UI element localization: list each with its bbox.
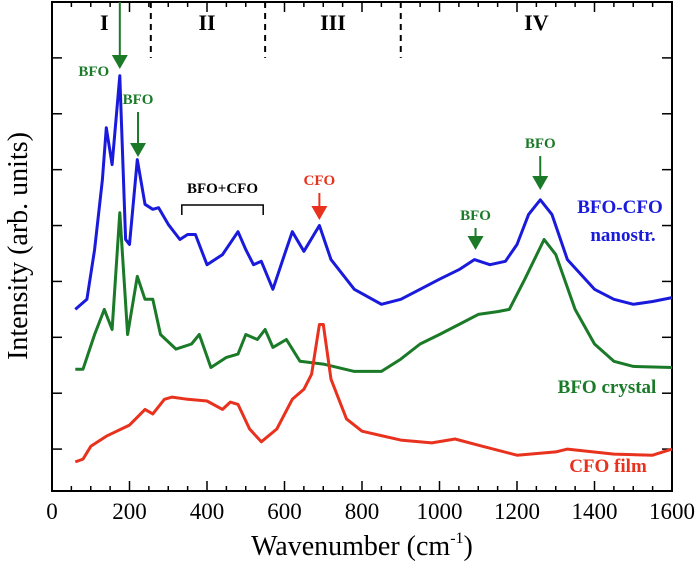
- arrowhead-icon: [130, 143, 147, 157]
- x-tick-label: 1600: [649, 499, 695, 524]
- x-tick-label: 0: [46, 499, 58, 524]
- arrowhead-icon: [532, 176, 549, 190]
- x-tick-label: 800: [345, 499, 380, 524]
- plot-frame: [51, 1, 673, 492]
- peak-label: BFO: [78, 64, 109, 80]
- region-label: I: [100, 10, 109, 35]
- x-tick-label: 400: [190, 499, 225, 524]
- peak-label: CFO: [304, 173, 336, 189]
- region-dividers: I II III IV: [100, 2, 549, 58]
- bracket: [181, 204, 264, 215]
- arrowhead-icon: [467, 236, 484, 250]
- x-tick-label: 600: [267, 499, 302, 524]
- region-label: IV: [524, 10, 549, 35]
- series-line-bfo-cfo-nanostr-: [74, 74, 673, 311]
- region-label: II: [198, 10, 215, 35]
- series-label: BFO crystal: [558, 377, 657, 398]
- x-tick-label: 1400: [572, 499, 618, 524]
- region-label: III: [320, 10, 346, 35]
- series-label: CFO film: [569, 456, 647, 477]
- series-line-bfo-crystal: [75, 211, 673, 373]
- series-line-cfo-film: [74, 323, 673, 464]
- series-label: BFO-CFO: [577, 197, 663, 218]
- plot-border: [51, 1, 673, 492]
- x-axis-title: Wavenumber (cm-1): [251, 530, 473, 562]
- arrowhead-icon: [111, 55, 128, 69]
- arrowhead-icon: [311, 206, 328, 220]
- x-tick-label: 1200: [494, 499, 540, 524]
- series-lines: [74, 74, 673, 464]
- peak-label: BFO: [123, 92, 154, 108]
- peak-label: BFO: [525, 136, 556, 152]
- x-tick-label: 1000: [417, 499, 463, 524]
- series-label: nanostr.: [590, 225, 655, 246]
- peak-label: BFO: [460, 208, 491, 224]
- axis-ticks: 0 200 400 600 800 1000 1200 1400 1600: [46, 2, 695, 524]
- bracket-label: BFO+CFO: [187, 181, 258, 197]
- x-tick-label: 200: [112, 499, 147, 524]
- y-axis-title: Intensity (arb. units): [3, 132, 34, 360]
- annotations: BFO BFO CFO BFO BFO BFO+CFO BFO-CFO nanostr. BFO…: [78, 2, 663, 477]
